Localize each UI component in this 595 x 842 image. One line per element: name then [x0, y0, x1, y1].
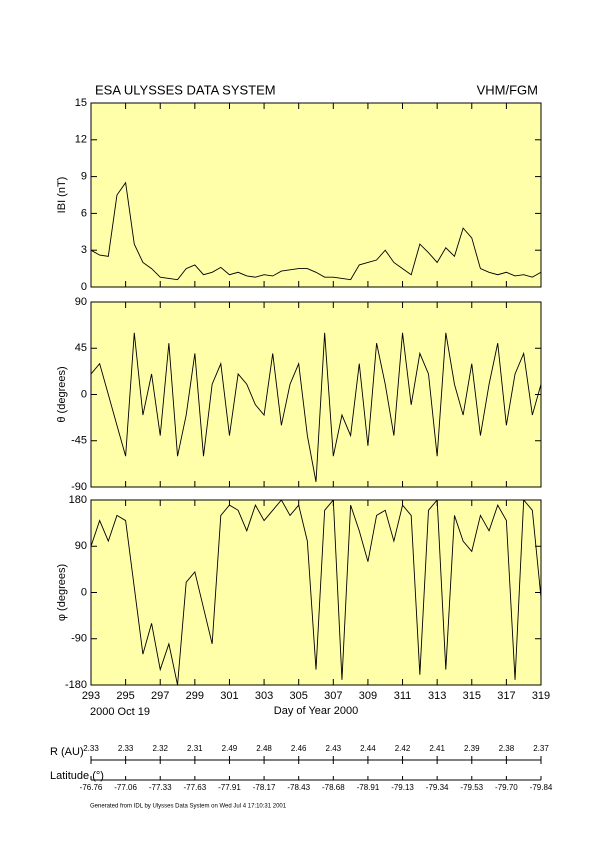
latitude-value: -79.70 [495, 783, 518, 792]
x-tick-label: 309 [359, 690, 377, 702]
y-tick-label: 180 [69, 494, 87, 506]
x-tick-label: 299 [186, 690, 204, 702]
x-tick-label: 301 [220, 690, 238, 702]
latitude-value: -79.53 [460, 783, 483, 792]
latitude-value: -79.84 [530, 783, 553, 792]
latitude-value: -76.76 [80, 783, 103, 792]
r-value: 2.39 [464, 744, 480, 753]
x-tick-label: 297 [151, 690, 169, 702]
panel-background [91, 500, 541, 685]
y-tick-label: 15 [75, 97, 87, 109]
panel-background [91, 103, 541, 287]
r-value: 2.43 [326, 744, 342, 753]
x-tick-label: 307 [324, 690, 342, 702]
latitude-value: -78.43 [287, 783, 310, 792]
latitude-value: -77.91 [218, 783, 241, 792]
r-value: 2.46 [291, 744, 307, 753]
date-label: 2000 Oct 19 [90, 706, 150, 718]
y-tick-label: 6 [81, 207, 87, 219]
latitude-value: -78.91 [357, 783, 380, 792]
r-value: 2.33 [83, 744, 99, 753]
data-line [91, 500, 541, 685]
latitude-value: -77.33 [149, 783, 172, 792]
latitude-value: -77.06 [114, 783, 137, 792]
x-axis-label: Day of Year 2000 [274, 705, 358, 717]
x-tick-label: 317 [497, 690, 515, 702]
latitude-label: Latitude (°) [50, 770, 104, 782]
r-value: 2.32 [152, 744, 168, 753]
y-tick-label: -180 [65, 679, 87, 691]
x-tick-label: 315 [463, 690, 481, 702]
data-line [91, 332, 541, 482]
title: ESA ULYSSES DATA SYSTEM [95, 82, 276, 97]
x-tick-label: 305 [290, 690, 308, 702]
y-axis-label: φ (degrees) [56, 564, 68, 621]
x-tick-label: 293 [82, 690, 100, 702]
x-tick-label: 313 [428, 690, 446, 702]
x-tick-label: 303 [255, 690, 273, 702]
r-value: 2.42 [395, 744, 411, 753]
latitude-value: -78.68 [322, 783, 345, 792]
r-value: 2.33 [118, 744, 134, 753]
y-axis-label: θ (degrees) [56, 366, 68, 422]
panel-frame [90, 102, 542, 288]
latitude-value: -79.34 [426, 783, 449, 792]
y-tick-label: 12 [75, 134, 87, 146]
y-tick-label: 3 [81, 244, 87, 256]
r-value: 2.41 [429, 744, 445, 753]
y-tick-label: 9 [81, 171, 87, 183]
latitude-value: -78.17 [253, 783, 276, 792]
footer: Generated from IDL by Ulysses Data Syste… [90, 804, 287, 810]
y-tick-label: 0 [81, 281, 87, 293]
r-value: 2.31 [187, 744, 203, 753]
r-value: 2.44 [360, 744, 376, 753]
latitude-value: -77.63 [184, 783, 207, 792]
y-tick-label: -90 [71, 633, 87, 645]
x-tick-label: 311 [394, 690, 412, 702]
x-tick-label: 319 [532, 690, 550, 702]
r-value: 2.48 [256, 744, 272, 753]
y-tick-label: 90 [75, 296, 87, 308]
y-tick-label: -90 [71, 481, 87, 493]
data-line [91, 181, 541, 281]
panel-background [91, 302, 541, 487]
r-value: 2.37 [533, 744, 549, 753]
y-tick-label: 90 [75, 540, 87, 552]
r-value: 2.38 [499, 744, 515, 753]
r-value: 2.49 [222, 744, 238, 753]
y-tick-label: 45 [75, 342, 87, 354]
latitude-value: -79.13 [391, 783, 414, 792]
y-axis-label: IBI (nT) [56, 177, 68, 214]
instrument: VHM/FGM [477, 82, 538, 97]
y-tick-label: 0 [81, 388, 87, 400]
x-tick-label: 295 [116, 690, 134, 702]
y-tick-label: 0 [81, 586, 87, 598]
y-tick-label: -45 [71, 435, 87, 447]
r-label: R (AU) [50, 746, 84, 758]
